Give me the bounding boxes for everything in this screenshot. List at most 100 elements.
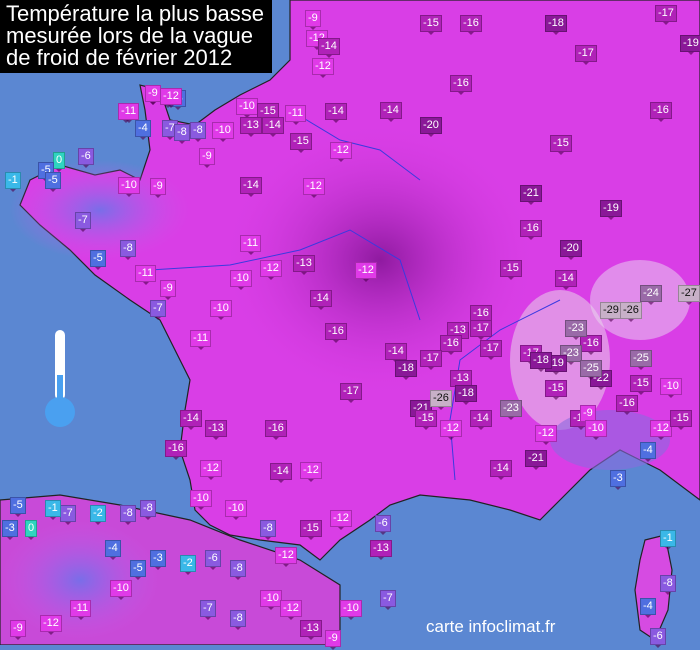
station-temperature-marker[interactable]: -1 [660,530,676,550]
station-temperature-marker[interactable]: -15 [670,410,692,430]
station-temperature-marker[interactable]: -13 [450,370,472,390]
station-temperature-marker[interactable]: -12 [280,600,302,620]
station-temperature-marker[interactable]: -13 [370,540,392,560]
station-temperature-marker[interactable]: -20 [420,117,442,137]
station-temperature-marker[interactable]: -14 [325,103,347,123]
station-temperature-marker[interactable]: -13 [240,117,262,137]
station-temperature-marker[interactable]: -19 [600,200,622,220]
station-temperature-marker[interactable]: -14 [270,463,292,483]
station-temperature-marker[interactable]: -15 [630,375,652,395]
station-temperature-marker[interactable]: -4 [640,442,656,462]
station-temperature-marker[interactable]: -5 [10,497,26,517]
station-temperature-marker[interactable]: -10 [118,177,140,197]
station-temperature-marker[interactable]: -25 [580,360,602,380]
station-temperature-marker[interactable]: -12 [330,510,352,530]
station-temperature-marker[interactable]: -9 [150,178,166,198]
station-temperature-marker[interactable]: -11 [285,105,307,125]
station-temperature-marker[interactable]: -18 [455,385,477,405]
station-temperature-marker[interactable]: -9 [10,620,26,640]
station-temperature-marker[interactable]: -9 [145,85,161,105]
station-temperature-marker[interactable]: -8 [120,240,136,260]
station-temperature-marker[interactable]: -8 [120,505,136,525]
station-temperature-marker[interactable]: -17 [575,45,597,65]
station-temperature-marker[interactable]: -15 [545,380,567,400]
station-temperature-marker[interactable]: -16 [580,335,602,355]
station-temperature-marker[interactable]: -29 [600,302,622,322]
station-temperature-marker[interactable]: 0 [25,520,38,540]
station-temperature-marker[interactable]: -14 [180,410,202,430]
station-temperature-marker[interactable]: -14 [240,177,262,197]
station-temperature-marker[interactable]: -8 [660,575,676,595]
station-temperature-marker[interactable]: -13 [205,420,227,440]
station-temperature-marker[interactable]: -4 [105,540,121,560]
station-temperature-marker[interactable]: -1 [45,500,61,520]
station-temperature-marker[interactable]: -17 [340,383,362,403]
station-temperature-marker[interactable]: -17 [655,5,677,25]
station-temperature-marker[interactable]: -14 [385,343,407,363]
station-temperature-marker[interactable]: -14 [380,102,402,122]
station-temperature-marker[interactable]: -13 [293,255,315,275]
station-temperature-marker[interactable]: -6 [650,628,666,648]
station-temperature-marker[interactable]: -15 [415,410,437,430]
station-temperature-marker[interactable]: 0 [53,152,66,172]
station-temperature-marker[interactable]: -8 [260,520,276,540]
station-temperature-marker[interactable]: -16 [616,395,638,415]
station-temperature-marker[interactable]: -12 [200,460,222,480]
station-temperature-marker[interactable]: -10 [230,270,252,290]
station-temperature-marker[interactable]: -1 [5,172,21,192]
station-temperature-marker[interactable]: -15 [420,15,442,35]
station-temperature-marker[interactable]: -5 [130,560,146,580]
station-temperature-marker[interactable]: -14 [262,117,284,137]
station-temperature-marker[interactable]: -13 [447,322,469,342]
station-temperature-marker[interactable]: -17 [480,340,502,360]
station-temperature-marker[interactable]: -10 [340,600,362,620]
station-temperature-marker[interactable]: -16 [440,335,462,355]
station-temperature-marker[interactable]: -8 [174,124,190,144]
station-temperature-marker[interactable]: -9 [160,280,176,300]
station-temperature-marker[interactable]: -9 [305,10,321,30]
station-temperature-marker[interactable]: -10 [110,580,132,600]
station-temperature-marker[interactable]: -16 [460,15,482,35]
station-temperature-marker[interactable]: -10 [225,500,247,520]
station-temperature-marker[interactable]: -4 [135,120,151,140]
station-temperature-marker[interactable]: -7 [380,590,396,610]
station-temperature-marker[interactable]: -10 [260,590,282,610]
station-temperature-marker[interactable]: -21 [525,450,547,470]
station-temperature-marker[interactable]: -24 [640,285,662,305]
station-temperature-marker[interactable]: -27 [678,285,700,305]
station-temperature-marker[interactable]: -7 [200,600,216,620]
station-temperature-marker[interactable]: -2 [180,555,196,575]
station-temperature-marker[interactable]: -13 [300,620,322,640]
station-temperature-marker[interactable]: -12 [330,142,352,162]
station-temperature-marker[interactable]: -10 [660,378,682,398]
station-temperature-marker[interactable]: -18 [545,15,567,35]
station-temperature-marker[interactable]: -10 [236,98,258,118]
station-temperature-marker[interactable]: -11 [240,235,262,255]
station-temperature-marker[interactable]: -12 [303,178,325,198]
station-temperature-marker[interactable]: -3 [610,470,626,490]
station-temperature-marker[interactable]: -16 [325,323,347,343]
station-temperature-marker[interactable]: -15 [500,260,522,280]
station-temperature-marker[interactable]: -16 [520,220,542,240]
station-temperature-marker[interactable]: -7 [150,300,166,320]
station-temperature-marker[interactable]: -16 [165,440,187,460]
station-temperature-marker[interactable]: -23 [500,400,522,420]
station-temperature-marker[interactable]: -8 [140,500,156,520]
station-temperature-marker[interactable]: -15 [550,135,572,155]
station-temperature-marker[interactable]: -14 [310,290,332,310]
station-temperature-marker[interactable]: -4 [640,598,656,618]
station-temperature-marker[interactable]: -3 [150,550,166,570]
station-temperature-marker[interactable]: -18 [530,352,552,372]
station-temperature-marker[interactable]: -15 [300,520,322,540]
station-temperature-marker[interactable]: -12 [535,425,557,445]
station-temperature-marker[interactable]: -26 [430,390,452,410]
station-temperature-marker[interactable]: -12 [160,88,182,108]
station-temperature-marker[interactable]: -3 [2,520,18,540]
station-temperature-marker[interactable]: -12 [300,462,322,482]
station-temperature-marker[interactable]: -14 [470,410,492,430]
station-temperature-marker[interactable]: -7 [75,212,91,232]
station-temperature-marker[interactable]: -23 [565,320,587,340]
station-temperature-marker[interactable]: -11 [70,600,92,620]
station-temperature-marker[interactable]: -10 [585,420,607,440]
station-temperature-marker[interactable]: -11 [135,265,157,285]
